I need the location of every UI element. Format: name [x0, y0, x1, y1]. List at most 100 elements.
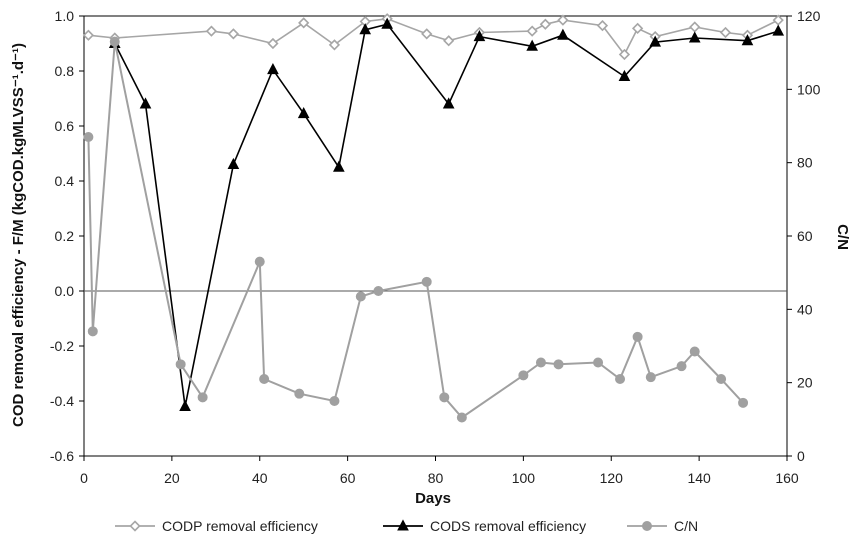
legend-swatch-marker [642, 521, 652, 531]
data-point [557, 14, 569, 26]
data-point [557, 28, 569, 40]
legend-label: CODS removal efficiency [430, 518, 586, 534]
data-point [526, 39, 538, 51]
legend: CODP removal efficiency CODS removal effi… [115, 518, 698, 534]
data-point [535, 357, 546, 368]
y-right-tick-label: 100 [797, 81, 821, 97]
data-point [526, 25, 538, 37]
y-left-tick-label: 0.8 [55, 63, 75, 79]
series-3 [83, 36, 749, 423]
y-left-tick-label: 0.6 [55, 118, 75, 134]
legend-item: C/N [627, 518, 698, 534]
data-point [294, 388, 305, 399]
data-point [227, 157, 240, 169]
data-point [689, 21, 701, 33]
series-1 [82, 13, 784, 61]
data-point [645, 372, 656, 383]
data-point [553, 359, 564, 370]
y-axis-left-title: COD removal efficiency - F/M (kgCOD.kgML… [10, 43, 27, 427]
data-point [615, 374, 626, 384]
data-point [179, 399, 191, 411]
y-right-tick-label: 0 [797, 448, 805, 464]
y-axis-right-title: C/N [834, 224, 851, 250]
data-point [381, 17, 393, 29]
series-line [114, 23, 779, 407]
y-right-tick-label: 60 [797, 228, 813, 244]
data-point [421, 28, 433, 40]
series [82, 13, 785, 423]
data-point [83, 132, 94, 142]
plot-frame [83, 15, 788, 457]
data-point [139, 97, 152, 109]
data-point [329, 396, 340, 406]
y-left-tick-label: 1.0 [55, 8, 75, 24]
legend-label: C/N [674, 518, 698, 534]
x-tick-label: 100 [512, 470, 536, 486]
y-left-tick-label: 0.0 [55, 283, 75, 299]
data-point [738, 397, 749, 408]
series-line [87, 41, 744, 419]
data-point [227, 28, 240, 40]
x-tick-label: 40 [252, 470, 268, 486]
y-right-tick-label: 40 [797, 301, 813, 317]
data-point [649, 35, 662, 47]
series-line [88, 17, 779, 57]
data-point [631, 22, 644, 35]
y-right-tick-label: 80 [797, 155, 813, 171]
data-point [297, 107, 310, 119]
data-point [109, 36, 120, 47]
series-2 [108, 17, 785, 411]
x-tick-label: 140 [687, 470, 711, 486]
legend-swatch-marker [397, 519, 409, 531]
data-point [333, 160, 345, 172]
x-tick-label: 20 [164, 470, 180, 486]
data-point [689, 346, 700, 357]
legend-label: CODP removal efficiency [162, 518, 318, 534]
data-point [593, 357, 604, 368]
data-point [355, 291, 366, 302]
axes: 0 20 40 60 80 100 120 140 160 1.0 0.8 0.6 0.4 0.2 0.0 -… [50, 8, 821, 486]
data-point [359, 23, 372, 35]
data-point [772, 24, 785, 36]
data-point [298, 17, 310, 29]
data-point [518, 370, 529, 381]
data-point [618, 48, 631, 61]
y-left-tick-label: 0.4 [55, 173, 75, 189]
data-point [719, 26, 732, 39]
legend-swatch-marker [129, 520, 141, 532]
data-point [205, 25, 218, 37]
legend-item: CODP removal efficiency [115, 518, 318, 534]
y-left-tick-label: -0.2 [50, 338, 74, 354]
x-tick-label: 80 [428, 470, 444, 486]
data-point [688, 31, 701, 43]
data-point [443, 35, 455, 47]
x-tick-label: 60 [340, 470, 356, 486]
data-point [741, 34, 754, 46]
data-point [175, 359, 186, 370]
data-point [373, 286, 384, 296]
data-point [618, 69, 631, 81]
data-point [267, 63, 279, 75]
data-point [259, 374, 270, 384]
y-left-tick-label: -0.6 [50, 448, 74, 464]
data-point [82, 29, 95, 41]
y-right-tick-label: 120 [797, 8, 821, 24]
data-point [596, 19, 609, 32]
x-axis-title: Days [415, 490, 451, 507]
data-point [632, 331, 643, 342]
data-point [772, 14, 784, 26]
y-left-tick-label: 0.2 [55, 228, 75, 244]
data-point [254, 256, 265, 267]
data-point [539, 18, 551, 30]
data-point [439, 392, 450, 403]
data-point [328, 39, 341, 51]
x-tick-label: 120 [600, 470, 624, 486]
y-left-tick-label: -0.4 [50, 393, 74, 409]
data-point [473, 30, 486, 42]
plot-area [83, 15, 788, 457]
x-tick-label: 160 [775, 470, 799, 486]
data-point [716, 374, 727, 384]
x-tick-label: 0 [80, 470, 88, 486]
y-right-tick-label: 20 [797, 375, 813, 391]
